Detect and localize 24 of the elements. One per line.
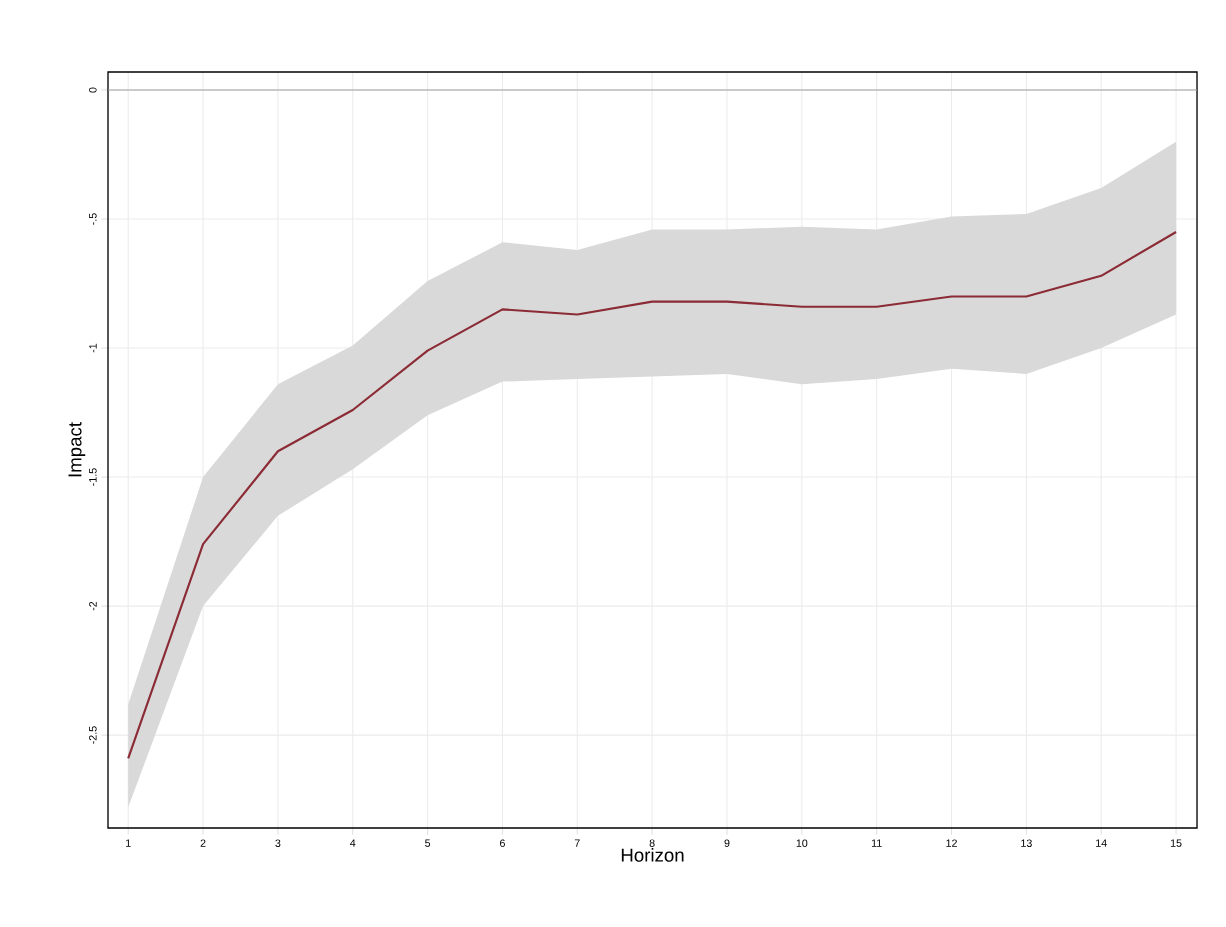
x-tick-label: 10 bbox=[796, 839, 808, 847]
x-tick-label: 13 bbox=[1021, 839, 1032, 847]
x-tick-label: 14 bbox=[1096, 839, 1107, 847]
y-tick-label: -2.5 bbox=[89, 726, 97, 744]
x-tick-label: 5 bbox=[425, 839, 431, 847]
y-tick-label: -2 bbox=[89, 601, 97, 611]
x-tick-label: 7 bbox=[574, 839, 580, 847]
x-tick-label: 4 bbox=[350, 839, 356, 847]
y-tick-label: -1.5 bbox=[89, 468, 97, 486]
x-tick-label: 1 bbox=[126, 839, 131, 847]
x-axis-title: Horizon bbox=[621, 848, 684, 862]
x-tick-label: 9 bbox=[724, 839, 730, 847]
x-tick-label: 11 bbox=[871, 839, 882, 847]
x-tick-label: 8 bbox=[649, 839, 655, 847]
x-tick-label: 3 bbox=[275, 839, 281, 847]
x-tick-label: 12 bbox=[946, 839, 957, 847]
y-tick-label: -1 bbox=[89, 343, 97, 353]
y-axis-title: Impact bbox=[68, 422, 86, 477]
y-tick-label: 0 bbox=[89, 87, 97, 93]
x-tick-label: 15 bbox=[1170, 839, 1182, 847]
x-tick-label: 6 bbox=[500, 839, 505, 847]
y-tick-label: -.5 bbox=[89, 213, 97, 225]
line-series bbox=[127, 230, 1178, 760]
x-tick-label: 2 bbox=[200, 839, 206, 847]
